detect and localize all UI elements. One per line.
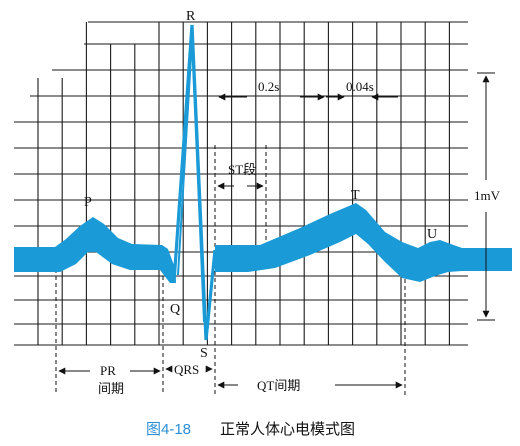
- qt-interval-label: QT间期: [257, 378, 300, 393]
- reference-lines: [55, 145, 406, 395]
- amplitude-scale: [477, 72, 495, 321]
- baseline-band-left: [14, 217, 176, 283]
- st-segment-label: ST段: [228, 162, 256, 177]
- q-wave-label: Q: [170, 302, 180, 317]
- qrs-spike-inner: [177, 39, 205, 323]
- r-wave-label: R: [186, 9, 196, 24]
- pr-interval-label-line1: PR: [100, 363, 116, 378]
- qrs-complex-label: QRS: [174, 362, 199, 377]
- small-square-label: 0.04s: [346, 79, 374, 94]
- amplitude-label: 1mV: [474, 188, 501, 203]
- p-wave-label: P: [84, 195, 92, 210]
- interval-arrows: [58, 365, 403, 389]
- u-wave-label: U: [427, 227, 437, 242]
- ecg-grid: [14, 21, 468, 346]
- qrs-spike: [172, 24, 217, 341]
- t-wave-label: T: [351, 188, 360, 203]
- s-wave-label: S: [200, 346, 208, 361]
- baseline-band-right: [215, 203, 512, 282]
- time-scale: [217, 93, 398, 190]
- figure-caption: 正常人体心电模式图: [220, 420, 355, 438]
- figure-number: 图4-18: [146, 421, 191, 438]
- pr-interval-label-line2: 间期: [98, 381, 124, 396]
- large-square-label: 0.2s: [258, 79, 279, 94]
- ecg-trace: [14, 24, 512, 341]
